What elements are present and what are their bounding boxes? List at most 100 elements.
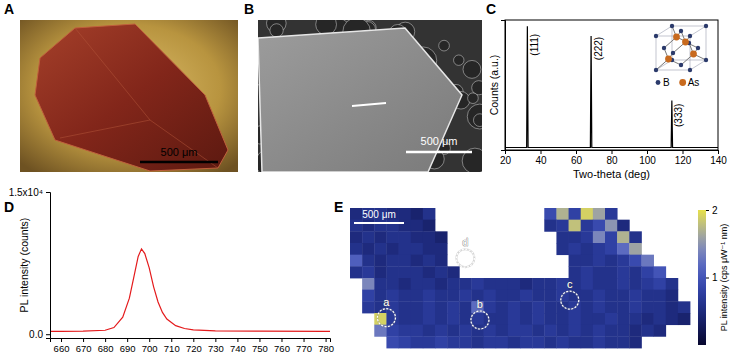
- heatmap-cell: [617, 290, 630, 302]
- region-marker-shadow: [456, 249, 474, 267]
- heatmap-cell: [629, 278, 642, 290]
- heatmap-cell: [435, 243, 448, 255]
- heatmap-cell: [641, 255, 654, 267]
- heatmap-cell: [641, 278, 654, 290]
- heatmap-cell: [386, 266, 399, 278]
- heatmap-cell: [605, 208, 618, 220]
- heatmap-cell: [399, 313, 412, 325]
- x-axis-line: [506, 151, 719, 155]
- tick-label: 2: [712, 205, 718, 216]
- panel-label: B: [244, 1, 254, 17]
- scale-bar: [354, 222, 404, 224]
- tick-mark: [541, 150, 542, 154]
- heatmap-cell: [484, 301, 497, 313]
- heatmap-cell: [350, 231, 363, 243]
- tick-label: 670: [76, 343, 92, 354]
- heatmap-cell: [569, 255, 582, 267]
- heatmap-cell: [544, 278, 557, 290]
- heatmap-cell: [459, 301, 472, 313]
- heatmap-cell: [386, 255, 399, 267]
- tick: 710: [164, 338, 180, 354]
- tick: 1: [706, 272, 718, 283]
- heatmap-cell: [435, 266, 448, 278]
- tick: 20: [500, 150, 512, 166]
- substrate-pore: [270, 24, 283, 37]
- heatmap-cell: [581, 290, 594, 302]
- heatmap-cell: [435, 301, 448, 313]
- substrate-pore: [463, 60, 481, 78]
- atom: [688, 34, 692, 38]
- heatmap-cell: [411, 325, 424, 337]
- cell-edge: [656, 70, 690, 71]
- legend-marker: [679, 79, 686, 86]
- heatmap-cell: [629, 325, 642, 337]
- heatmap-cell: [654, 290, 667, 302]
- region-label: a: [383, 296, 390, 308]
- tick: 0.0: [29, 329, 50, 340]
- heatmap-cell: [666, 278, 679, 290]
- tick-label: 690: [120, 343, 136, 354]
- heatmap-cell: [399, 290, 412, 302]
- tick-label: 20: [500, 155, 512, 166]
- heatmap-cell: [386, 243, 399, 255]
- heatmap-cell: [496, 336, 509, 348]
- heatmap-cell: [666, 290, 679, 302]
- heatmap-cell: [666, 313, 679, 325]
- heatmap-cell: [593, 336, 606, 348]
- heatmap-cell: [593, 243, 606, 255]
- heatmap-cell: [508, 336, 521, 348]
- crystal-crack: [352, 103, 386, 106]
- heatmap: [350, 208, 690, 348]
- heatmap-cell: [447, 325, 460, 337]
- heatmap-cell: [350, 266, 363, 278]
- tick-mark: [612, 150, 613, 154]
- y-axis-line: [46, 193, 51, 339]
- tick: 760: [274, 338, 290, 354]
- heatmap-cell: [399, 301, 412, 313]
- heatmap-cell: [569, 208, 582, 220]
- heatmap-cell: [362, 231, 375, 243]
- atom: [704, 24, 708, 28]
- heatmap-cell: [386, 220, 399, 232]
- heatmap-cell: [629, 313, 642, 325]
- heatmap-cell: [496, 325, 509, 337]
- heatmap-cell: [423, 220, 436, 232]
- plot-area: [50, 249, 330, 331]
- heatmap-cell: [411, 231, 424, 243]
- heatmap-cell: [654, 313, 667, 325]
- tick-label: 750: [252, 343, 268, 354]
- cell-edge: [656, 36, 690, 37]
- heatmap-cell: [496, 301, 509, 313]
- heatmap-cell: [617, 255, 630, 267]
- y-axis: [501, 21, 506, 151]
- tick-mark: [706, 278, 709, 279]
- region-label: b: [477, 298, 483, 310]
- heatmap-cell: [447, 313, 460, 325]
- tick-label: 120: [675, 155, 692, 166]
- heatmap-cell: [423, 255, 436, 267]
- tick-mark: [647, 150, 648, 154]
- heatmap-cell: [544, 325, 557, 337]
- heatmap-cell: [605, 243, 618, 255]
- heatmap-cell: [605, 231, 618, 243]
- scale-bar: [406, 151, 472, 154]
- tick-mark: [326, 338, 327, 342]
- heatmap-cell: [508, 313, 521, 325]
- atom: [673, 34, 680, 41]
- tick: 770: [296, 338, 312, 354]
- tick: 750: [252, 338, 268, 354]
- heatmap-cell: [556, 208, 569, 220]
- heatmap-cell: [581, 208, 594, 220]
- tick-label: 660: [54, 343, 70, 354]
- tick-label: 710: [164, 343, 180, 354]
- panel-label: C: [486, 1, 496, 17]
- heatmap-cell: [569, 220, 582, 232]
- heatmap-cell: [532, 336, 545, 348]
- y-axis: 0.01.5x10⁴: [9, 187, 51, 340]
- heatmap-cell: [605, 278, 618, 290]
- tick-mark: [193, 338, 194, 342]
- heatmap-cell: [508, 301, 521, 313]
- legend-label: As: [688, 77, 700, 88]
- tick-mark: [718, 150, 719, 154]
- heatmap-cell: [386, 336, 399, 348]
